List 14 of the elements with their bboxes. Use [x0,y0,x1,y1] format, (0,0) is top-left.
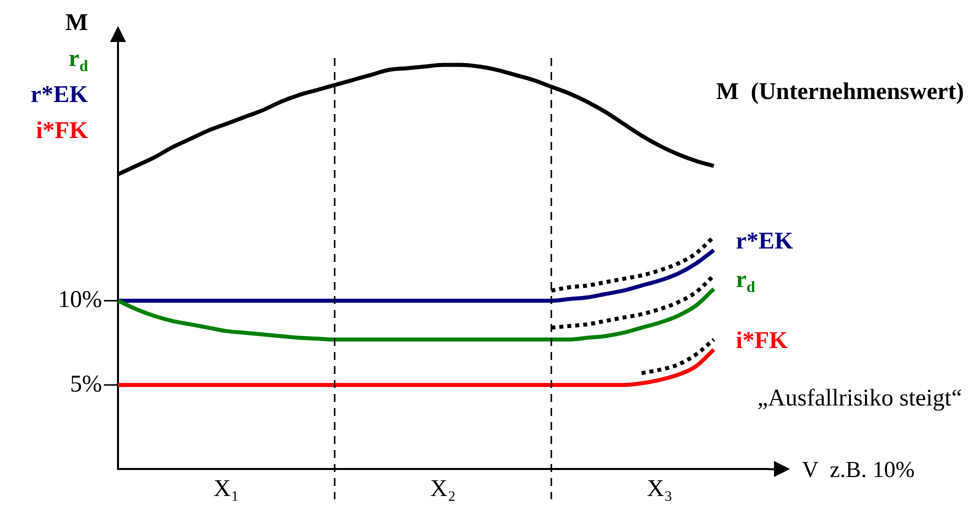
x-tick-label: X₃ [646,476,673,502]
annotation: „Ausfallrisiko steigt“ [757,385,962,412]
series-label: r*EK [736,228,794,254]
line-series [640,337,716,376]
x-tick-label: X₁ [213,476,240,502]
y-tick-label: 10% [58,287,102,314]
line-series [116,286,716,342]
x-axis-title: V z.B. 10% [802,457,915,482]
y-tick-label: 5% [70,371,102,398]
x-tick-label: X₂ [430,476,456,502]
text: M (Unternehmenswert) [716,79,964,106]
line-series [116,248,716,303]
line-series [116,348,716,387]
series-label: i*FK [736,328,788,354]
